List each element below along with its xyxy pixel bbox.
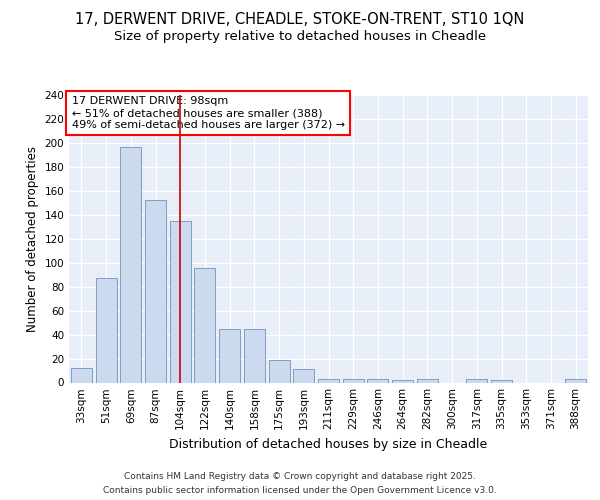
Bar — [367, 379, 388, 382]
Bar — [565, 379, 586, 382]
Bar — [219, 328, 240, 382]
Bar — [466, 379, 487, 382]
Text: Contains public sector information licensed under the Open Government Licence v3: Contains public sector information licen… — [103, 486, 497, 495]
Bar — [293, 370, 314, 382]
X-axis label: Distribution of detached houses by size in Cheadle: Distribution of detached houses by size … — [169, 438, 488, 451]
Bar — [392, 380, 413, 382]
Text: Size of property relative to detached houses in Cheadle: Size of property relative to detached ho… — [114, 30, 486, 43]
Text: Contains HM Land Registry data © Crown copyright and database right 2025.: Contains HM Land Registry data © Crown c… — [124, 472, 476, 481]
Bar — [269, 360, 290, 382]
Text: 17 DERWENT DRIVE: 98sqm
← 51% of detached houses are smaller (388)
49% of semi-d: 17 DERWENT DRIVE: 98sqm ← 51% of detache… — [71, 96, 345, 130]
Text: 17, DERWENT DRIVE, CHEADLE, STOKE-ON-TRENT, ST10 1QN: 17, DERWENT DRIVE, CHEADLE, STOKE-ON-TRE… — [76, 12, 524, 28]
Bar — [95, 278, 116, 382]
Bar — [145, 200, 166, 382]
Bar — [244, 328, 265, 382]
Y-axis label: Number of detached properties: Number of detached properties — [26, 146, 39, 332]
Bar — [417, 379, 438, 382]
Bar — [491, 380, 512, 382]
Bar — [318, 379, 339, 382]
Bar — [343, 379, 364, 382]
Bar — [120, 146, 141, 382]
Bar — [194, 268, 215, 382]
Bar — [170, 221, 191, 382]
Bar — [71, 368, 92, 382]
